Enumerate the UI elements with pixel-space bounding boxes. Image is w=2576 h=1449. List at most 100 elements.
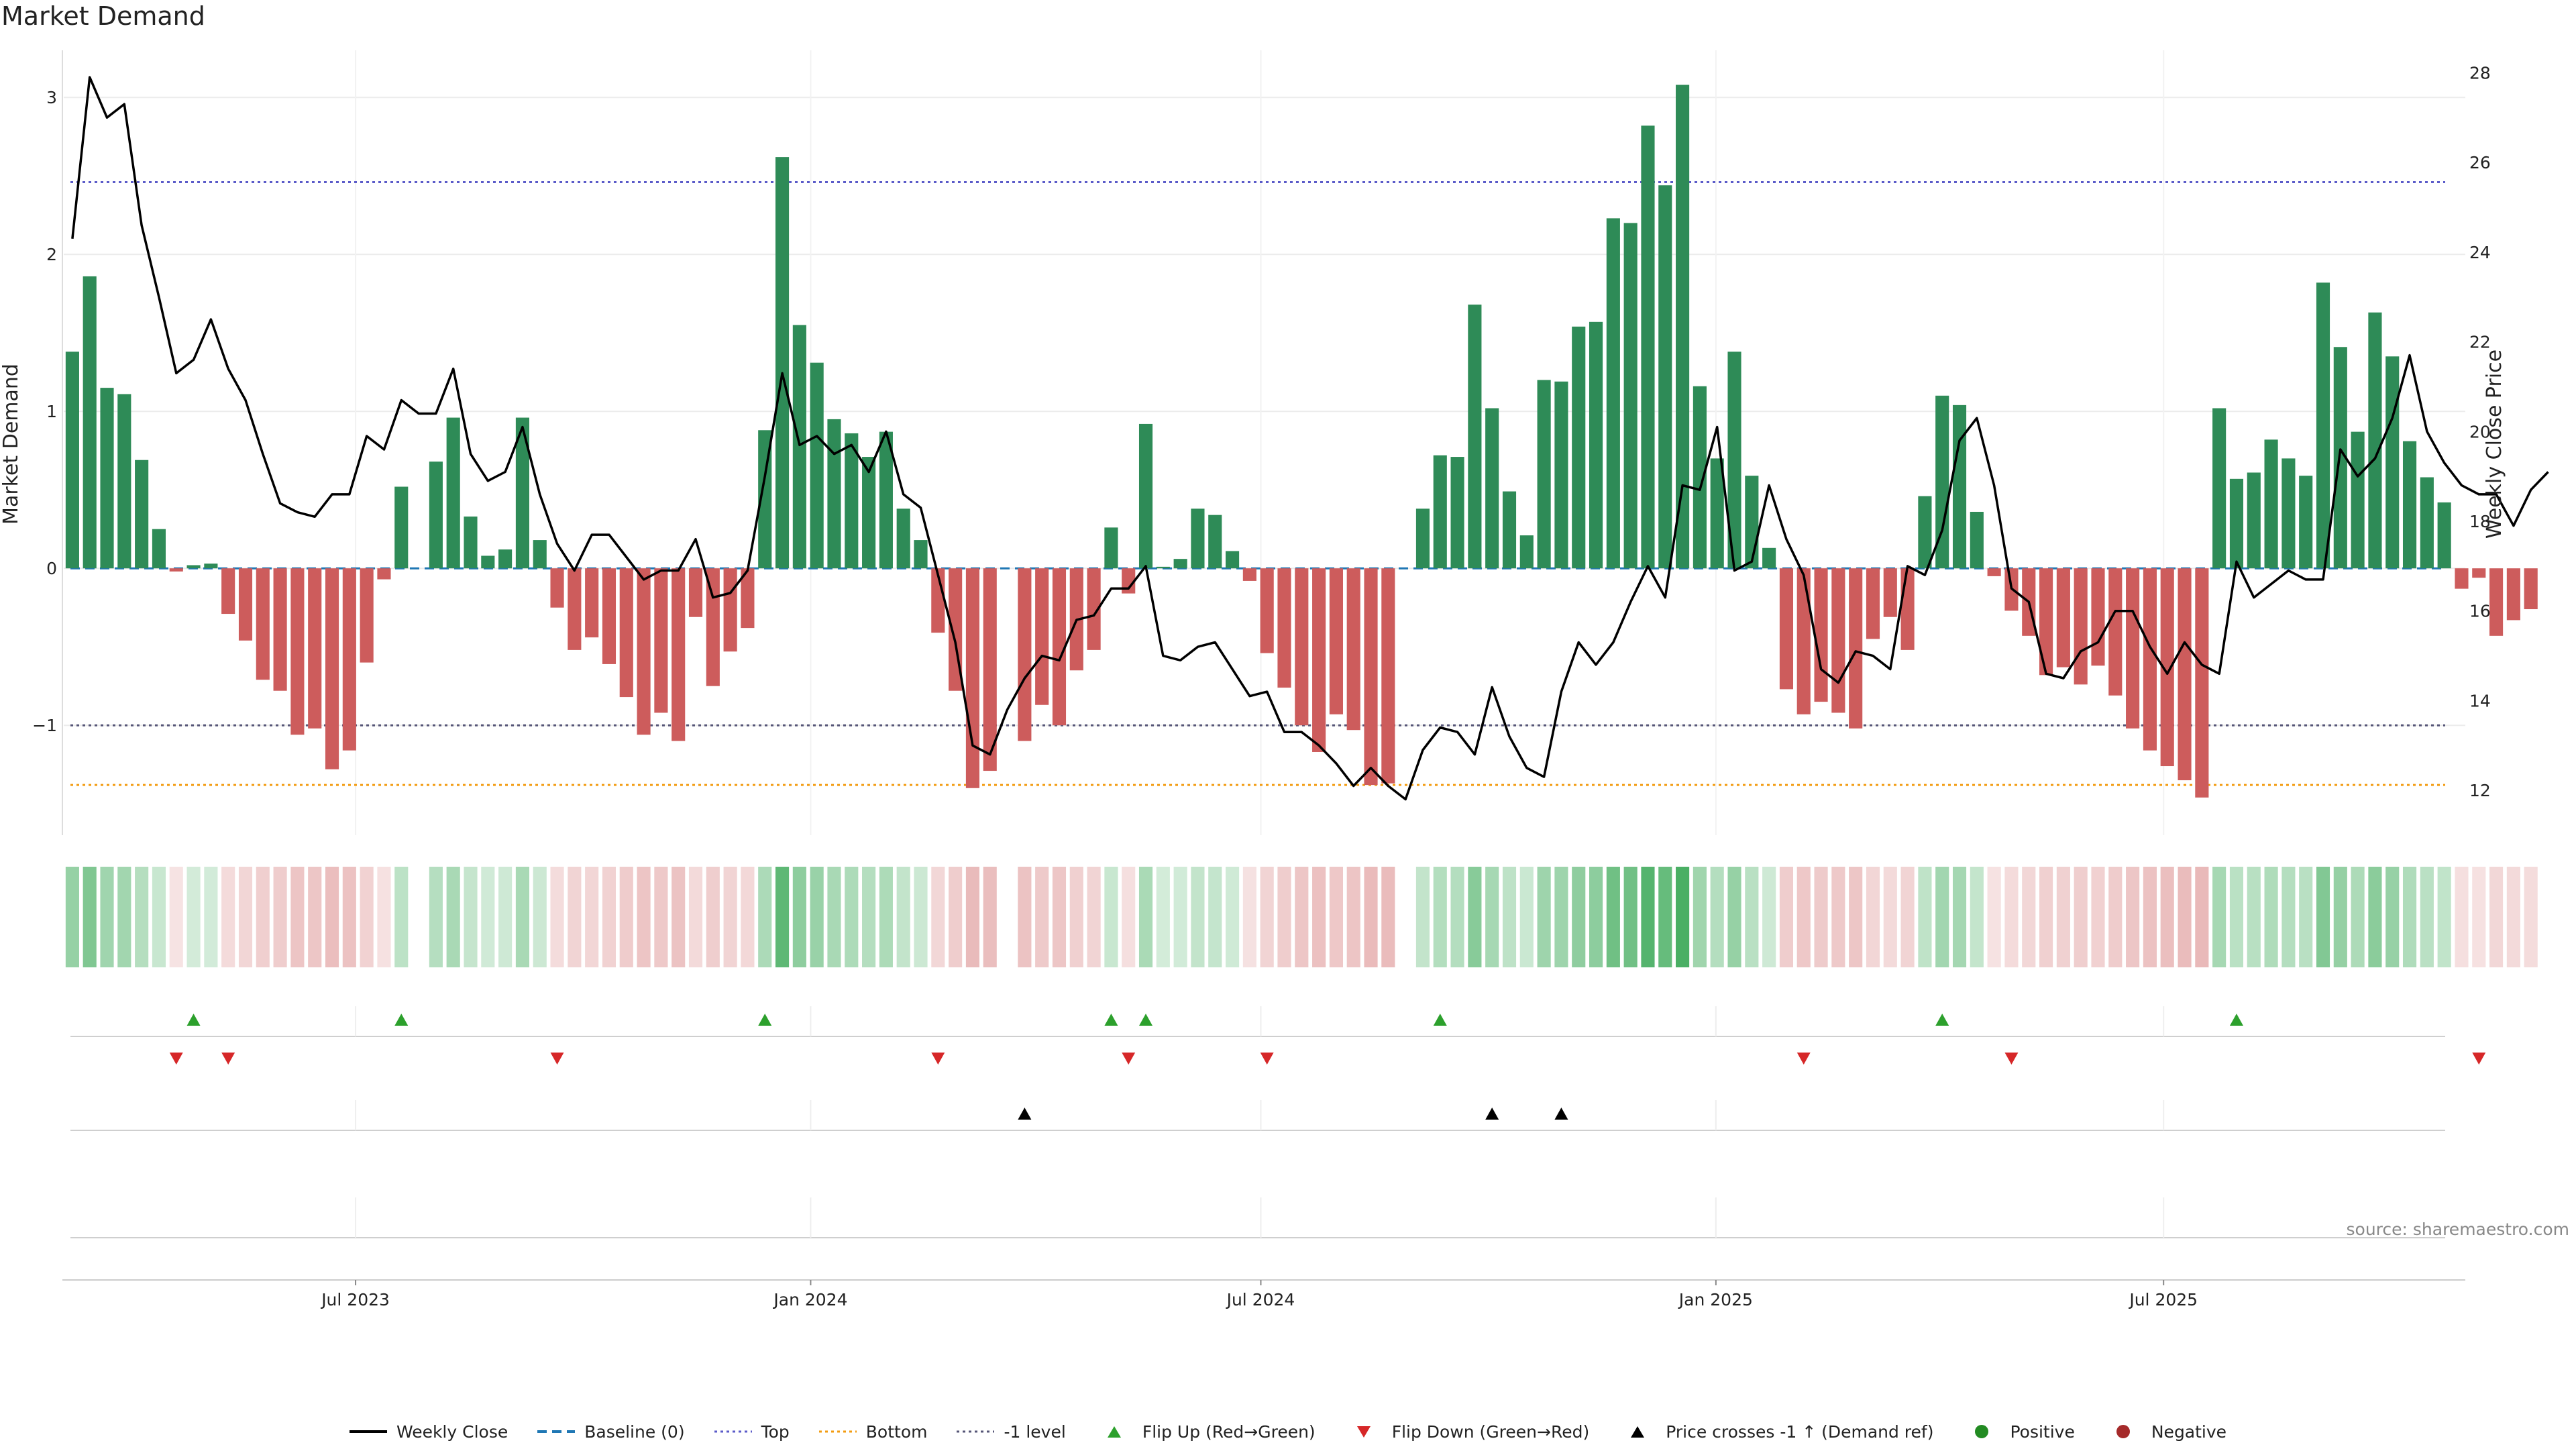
flip-up-marker	[186, 1014, 201, 1026]
heat-cell	[1727, 867, 1741, 967]
heat-cell	[1381, 867, 1395, 967]
heat-cell	[1900, 867, 1915, 967]
demand-bar	[672, 568, 686, 741]
demand-bar	[2264, 439, 2278, 569]
heat-cell	[273, 867, 287, 967]
demand-bar	[446, 417, 460, 569]
legend-item-top: Top	[714, 1422, 790, 1442]
flip-up-marker	[2229, 1014, 2243, 1026]
demand-bar	[2282, 458, 2296, 569]
heat-cell	[2143, 867, 2157, 967]
heat-cell	[2472, 867, 2486, 967]
heat-cell	[238, 867, 253, 967]
heat-cell	[1987, 867, 2001, 967]
heat-cell	[1814, 867, 1828, 967]
demand-bar	[152, 529, 166, 569]
legend-label: Positive	[2010, 1422, 2075, 1442]
demand-bar	[2160, 568, 2174, 767]
flip-down-marker	[1796, 1053, 1811, 1065]
flip-down-marker	[221, 1053, 235, 1065]
demand-bar	[862, 457, 876, 569]
heat-cell	[879, 867, 893, 967]
heat-cell	[2455, 867, 2469, 967]
heat-cell	[100, 867, 114, 967]
legend-item-negative: Negative	[2104, 1422, 2226, 1442]
heat-cell	[1346, 867, 1360, 967]
heat-cell	[1191, 867, 1205, 967]
flip-down-marker	[1122, 1053, 1136, 1065]
heat-cell	[1173, 867, 1187, 967]
flip-down-marker	[1260, 1053, 1274, 1065]
demand-bar	[1762, 547, 1776, 569]
legend-label: Flip Down (Green→Red)	[1391, 1422, 1590, 1442]
heat-cell	[845, 867, 859, 967]
demand-bar	[1018, 568, 1032, 741]
x-tick-label: Jul 2023	[320, 1290, 390, 1309]
legend-item-minus-one: -1 level	[957, 1422, 1066, 1442]
heat-cell	[2437, 867, 2451, 967]
heat-cell	[2091, 867, 2105, 967]
demand-bar	[1468, 305, 1482, 569]
x-tick-label: Jul 2024	[1226, 1290, 1295, 1309]
left-axis: −1 0 1 2 3	[32, 50, 63, 835]
legend-label: Negative	[2151, 1422, 2227, 1442]
legend-swatch	[957, 1430, 995, 1432]
demand-bar	[2074, 568, 2088, 685]
demand-bar	[2455, 568, 2469, 589]
demand-bar	[2299, 476, 2313, 569]
heat-cell	[2056, 867, 2070, 967]
demand-bar	[1883, 568, 1897, 617]
heat-cell	[688, 867, 703, 967]
demand-bar	[1987, 568, 2001, 576]
heat-cell	[1796, 867, 1811, 967]
demand-bar	[135, 460, 149, 569]
heat-cell	[775, 867, 790, 967]
heat-cell	[914, 867, 928, 967]
demand-bar	[2524, 568, 2538, 610]
heat-cell	[2351, 867, 2365, 967]
demand-bar	[1796, 568, 1811, 714]
demand-bar	[550, 568, 564, 608]
right-axis: 12 14 16 18 20 22 24 26 28	[2469, 63, 2491, 800]
heat-cell	[221, 867, 235, 967]
demand-bar	[1450, 457, 1464, 569]
right-axis-label: Weekly Close Price	[2483, 350, 2506, 539]
heat-cell	[1018, 867, 1032, 967]
heat-cell	[2420, 867, 2434, 967]
heat-cell	[1087, 867, 1101, 967]
y2-tick-label: 16	[2469, 602, 2491, 621]
heat-cell	[1589, 867, 1603, 967]
legend-item-cross: Price crosses -1 ↑ (Demand ref)	[1619, 1422, 1933, 1442]
demand-bar	[983, 568, 997, 771]
demand-bar	[1641, 125, 1655, 569]
demand-bar	[1485, 408, 1499, 569]
demand-bars	[65, 85, 2538, 798]
flip-down-marker	[169, 1053, 183, 1065]
demand-bar	[2368, 312, 2382, 569]
demand-bar	[2506, 568, 2520, 621]
heat-cell	[1364, 867, 1378, 967]
heat-cell	[169, 867, 183, 967]
demand-bar	[377, 568, 391, 580]
demand-bar	[1935, 395, 1949, 569]
heat-cell	[1519, 867, 1534, 967]
demand-bar	[1831, 568, 1845, 713]
flip-up-marker	[1433, 1014, 1447, 1026]
heat-cell	[2195, 867, 2209, 967]
heat-cell	[2368, 867, 2382, 967]
legend-label: Baseline (0)	[584, 1422, 685, 1442]
demand-bar	[2351, 431, 2365, 569]
heat-cell	[1918, 867, 1932, 967]
demand-bar	[1727, 352, 1741, 569]
demand-bar	[515, 417, 529, 569]
heat-cell	[1762, 867, 1776, 967]
heat-cell	[2299, 867, 2313, 967]
heat-cell	[2385, 867, 2400, 967]
legend-swatch	[1975, 1424, 1989, 1438]
x-axis: Jul 2023 Jan 2024 Jul 2024 Jan 2025 Jul 2025	[62, 1279, 2465, 1309]
legend-swatch	[1107, 1426, 1121, 1438]
heat-cell	[2004, 867, 2019, 967]
heat-cell	[896, 867, 910, 967]
heat-cell	[1970, 867, 1984, 967]
legend-item-price: Weekly Close	[349, 1422, 508, 1442]
